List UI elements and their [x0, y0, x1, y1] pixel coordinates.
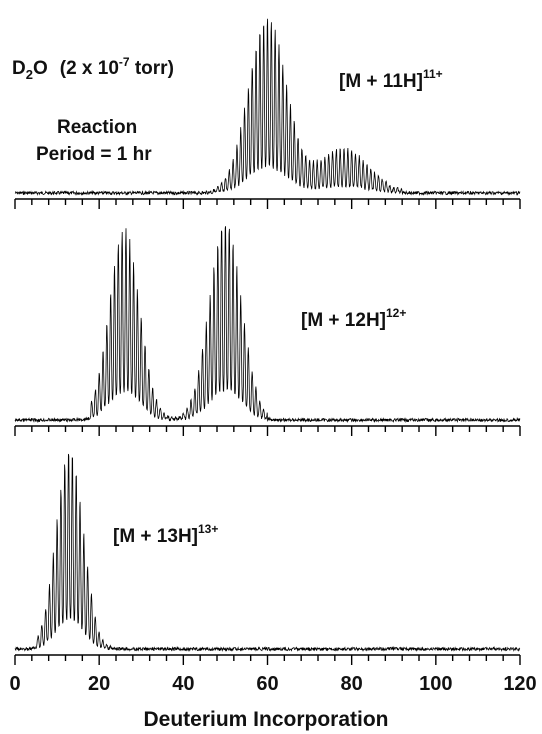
- spectrum-trace-12: [14, 226, 521, 424]
- ion-label-12: [M + 12H]12+: [301, 306, 406, 331]
- reaction-label-line1: Reaction: [57, 117, 137, 138]
- spectrum-trace-11: [14, 18, 521, 197]
- reaction-label-line2: Period = 1 hr: [36, 144, 152, 165]
- ion-label-11: [M + 11H]11+: [339, 67, 443, 92]
- conditions-annotation: D2O (2 x 10-7 torr) Reaction Period = 1 h…: [12, 55, 174, 165]
- x-tick-label: 80: [341, 673, 363, 695]
- spectrum-panel-middle: [M + 12H]12+: [14, 226, 521, 436]
- x-tick-label: 60: [256, 673, 278, 695]
- x-tick-label: 100: [419, 673, 452, 695]
- reagent-pressure-label: D2O (2 x 10-7 torr): [12, 55, 174, 82]
- x-ticks-top: [14, 199, 521, 209]
- x-tick-label: 0: [9, 673, 20, 695]
- spectrum-panel-bottom: [M + 13H]13+ 0 20 40 60 80 100 120: [9, 453, 537, 695]
- x-axis-title: Deuterium Incorporation: [143, 708, 388, 731]
- x-tick-label: 20: [88, 673, 110, 695]
- x-tick-label: 120: [503, 673, 536, 695]
- spectrum-trace-13: [14, 453, 521, 653]
- x-tick-labels: 0 20 40 60 80 100 120: [9, 673, 536, 695]
- x-ticks-bottom: [14, 655, 521, 665]
- x-tick-label: 40: [172, 673, 194, 695]
- spectrum-panel-top: [M + 11H]11+: [14, 18, 521, 209]
- ion-label-13: [M + 13H]13+: [113, 522, 218, 547]
- x-ticks-middle: [14, 426, 521, 436]
